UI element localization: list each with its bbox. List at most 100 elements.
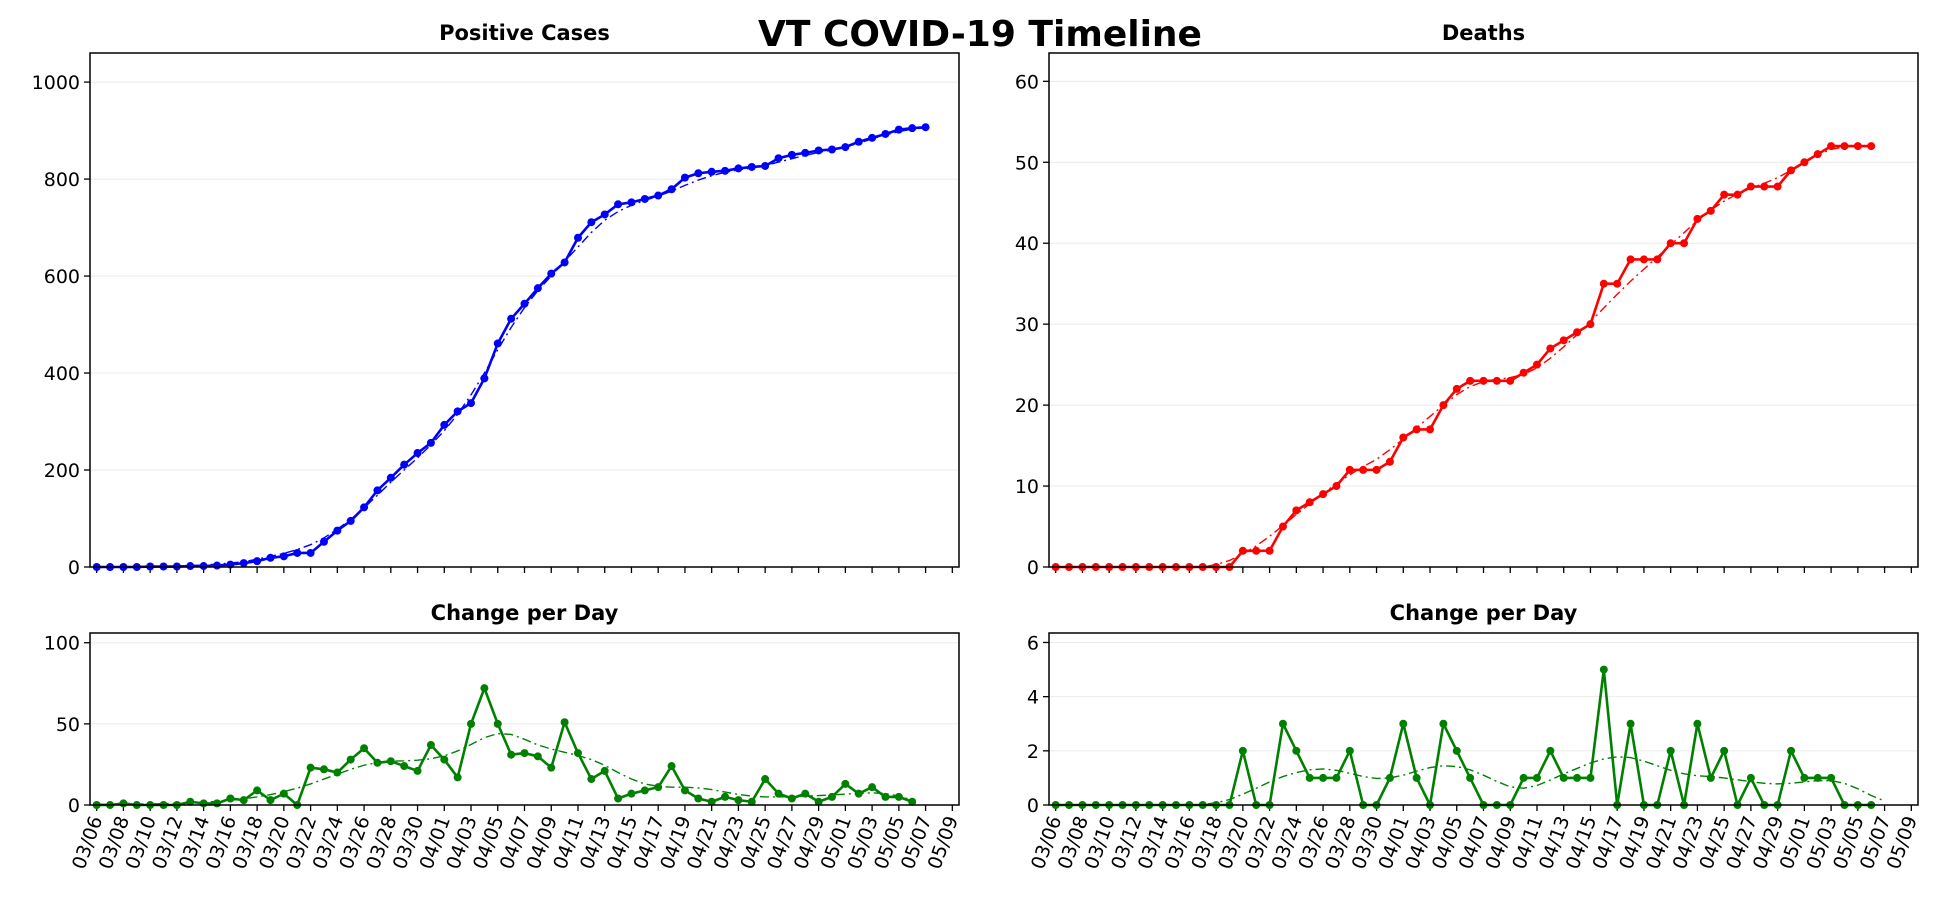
data-point xyxy=(1773,182,1782,191)
data-point xyxy=(1827,142,1836,151)
data-point xyxy=(1292,506,1301,515)
data-point xyxy=(1586,773,1595,782)
data-point xyxy=(1452,746,1461,755)
y-tick-label: 400 xyxy=(44,363,80,385)
data-point xyxy=(1706,773,1715,782)
data-point xyxy=(908,124,917,133)
data-point xyxy=(787,150,796,159)
data-point xyxy=(413,449,422,458)
axes-frame xyxy=(89,632,960,806)
data-point xyxy=(1666,239,1675,248)
data-point xyxy=(306,763,315,772)
data-point xyxy=(734,164,743,173)
data-point xyxy=(1519,368,1528,377)
data-point xyxy=(1466,773,1475,782)
data-point xyxy=(199,562,208,571)
data-point xyxy=(680,786,689,795)
data-point xyxy=(306,548,315,557)
data-point xyxy=(1626,255,1635,264)
data-point xyxy=(680,173,689,182)
series-line xyxy=(96,125,926,569)
data-point xyxy=(1278,719,1287,728)
data-point xyxy=(319,537,328,546)
y-tick-label: 50 xyxy=(1015,152,1039,174)
plot-area xyxy=(1051,142,1876,571)
data-point xyxy=(841,779,850,788)
data-point xyxy=(346,755,355,764)
data-point xyxy=(1359,465,1368,474)
data-point xyxy=(1278,522,1287,531)
trend-line xyxy=(96,732,913,805)
data-point xyxy=(1827,773,1836,782)
axes-frame xyxy=(1048,632,1919,806)
data-point xyxy=(1680,239,1689,248)
data-point xyxy=(1532,360,1541,369)
data-point xyxy=(467,399,476,408)
data-point xyxy=(480,684,489,693)
data-point xyxy=(1733,190,1742,199)
data-point xyxy=(640,194,649,203)
plot-area xyxy=(1051,665,1885,809)
data-point xyxy=(1345,465,1354,474)
data-point xyxy=(1586,320,1595,329)
data-point xyxy=(547,269,556,278)
series-line xyxy=(1055,668,1872,807)
data-point xyxy=(1639,255,1648,264)
y-tick-label: 200 xyxy=(44,460,80,482)
y-tick-label: 50 xyxy=(56,714,80,736)
data-point xyxy=(1546,746,1555,755)
data-point xyxy=(253,557,262,566)
trend-line xyxy=(1055,145,1872,568)
data-point xyxy=(587,775,596,784)
data-point xyxy=(1372,465,1381,474)
data-point xyxy=(1439,719,1448,728)
panel-deaths-change: Change per Day024603/0603/0803/1003/1203… xyxy=(1027,601,1922,872)
data-point xyxy=(1613,279,1622,288)
data-point xyxy=(707,797,716,806)
data-point xyxy=(694,794,703,803)
data-point xyxy=(787,794,796,803)
data-point xyxy=(1492,376,1501,385)
y-tick-label: 0 xyxy=(1027,557,1039,579)
data-point xyxy=(761,775,770,784)
data-point xyxy=(1720,746,1729,755)
data-point xyxy=(841,143,850,152)
data-point xyxy=(627,789,636,798)
data-point xyxy=(1786,166,1795,175)
y-tick-label: 1000 xyxy=(32,72,80,94)
data-point xyxy=(1332,482,1341,491)
data-point xyxy=(1466,376,1475,385)
data-point xyxy=(1292,746,1301,755)
data-point xyxy=(533,752,542,761)
data-point xyxy=(520,299,529,308)
data-point xyxy=(881,792,890,801)
y-tick-label: 2 xyxy=(1027,741,1039,763)
data-point xyxy=(761,161,770,170)
data-point xyxy=(507,314,516,323)
axes-frame xyxy=(1048,52,1919,568)
data-point xyxy=(279,552,288,561)
data-point xyxy=(1720,190,1729,199)
data-point xyxy=(467,719,476,728)
data-point xyxy=(1653,255,1662,264)
y-tick-label: 800 xyxy=(44,169,80,191)
data-point xyxy=(453,773,462,782)
data-point xyxy=(814,797,823,806)
data-point xyxy=(774,154,783,163)
data-point xyxy=(386,473,395,482)
data-point xyxy=(1693,719,1702,728)
panel-deaths: Deaths 0 10 20 30 40 50 60 xyxy=(1015,21,1919,579)
data-point xyxy=(520,749,529,758)
data-point xyxy=(400,762,409,771)
data-point xyxy=(1385,457,1394,466)
data-point xyxy=(667,762,676,771)
data-point xyxy=(1319,773,1328,782)
data-point xyxy=(1760,182,1769,191)
axes-frame xyxy=(89,52,960,568)
y-tick-label: 100 xyxy=(44,633,80,655)
data-point xyxy=(801,148,810,157)
data-point xyxy=(747,162,756,171)
panel-title: Change per Day xyxy=(1390,601,1578,625)
data-point xyxy=(346,516,355,525)
